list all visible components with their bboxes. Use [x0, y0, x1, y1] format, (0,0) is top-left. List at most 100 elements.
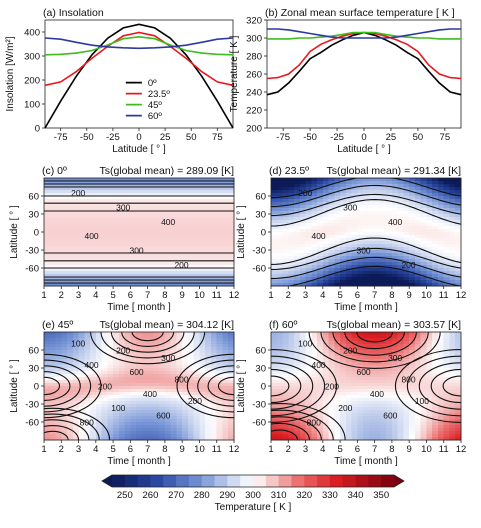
heatmap-cell: [391, 371, 399, 375]
heatmap-cell: [95, 274, 103, 278]
contour-label: 600: [156, 410, 170, 420]
heatmap-cell: [357, 187, 364, 191]
heatmap-cell: [345, 380, 353, 384]
heatmap-cell: [95, 374, 103, 378]
heatmap-cell: [72, 347, 80, 351]
heatmap-cell: [276, 211, 284, 215]
heatmap-cell: [222, 431, 229, 435]
contour-label: 200: [71, 188, 85, 198]
heatmap-cell: [78, 371, 85, 375]
heatmap-cell: [357, 277, 364, 281]
heatmap-cell: [414, 277, 422, 281]
heatmap-cell: [170, 223, 178, 227]
heatmap-cell: [107, 220, 114, 224]
heatmap-cell: [147, 425, 154, 429]
heatmap-cell: [107, 208, 114, 212]
heatmap-cell: [368, 368, 376, 372]
heatmap-cell: [357, 268, 364, 272]
heatmap-cell: [357, 178, 364, 182]
heatmap-cell: [322, 389, 330, 393]
heatmap-cell: [299, 413, 307, 417]
heatmap-cell: [118, 353, 126, 357]
heatmap-cell: [170, 383, 178, 387]
heatmap-cell: [409, 416, 416, 420]
heatmap-cell: [159, 416, 166, 420]
heatmap-cell: [414, 404, 422, 408]
heatmap-cell: [374, 395, 381, 399]
heatmap-cell: [141, 262, 149, 266]
heatmap-cell: [386, 416, 393, 420]
heatmap-cell: [113, 226, 120, 230]
heatmap-cell: [187, 265, 195, 269]
heatmap-cell: [90, 226, 97, 230]
heatmap-cell: [432, 434, 439, 438]
heatmap-cell: [391, 211, 399, 215]
heatmap-cell: [432, 431, 439, 435]
heatmap-cell: [49, 244, 57, 248]
contour-line: [271, 247, 461, 271]
heatmap-cell: [317, 413, 324, 417]
heatmap-cell: [397, 190, 405, 194]
heatmap-cell: [271, 416, 278, 420]
heatmap-cell: [67, 401, 74, 405]
heatmap-cell: [282, 274, 289, 278]
heatmap-cell: [95, 268, 103, 272]
heatmap-cell: [414, 383, 422, 387]
heatmap-cell: [437, 410, 445, 414]
heatmap-cell: [118, 407, 126, 411]
heatmap-cell: [107, 428, 114, 432]
heatmap-cell: [397, 431, 405, 435]
heatmap-cell: [276, 193, 284, 197]
heatmap-cell: [55, 202, 62, 206]
heatmap-cell: [391, 338, 399, 342]
heatmap-cell: [153, 428, 160, 432]
heatmap-cell: [443, 410, 451, 414]
heatmap-cell: [328, 241, 335, 245]
heatmap-cell: [210, 262, 218, 266]
heatmap-cell: [345, 262, 353, 266]
heatmap-cell: [72, 214, 80, 218]
heatmap-cell: [449, 187, 456, 191]
heatmap-cell: [210, 271, 218, 275]
heatmap-cell: [420, 434, 428, 438]
heatmap-cell: [374, 238, 381, 242]
heatmap-cell: [409, 187, 416, 191]
heatmap-cell: [187, 383, 195, 387]
heatmap-cell: [334, 208, 341, 212]
heatmap-cell: [228, 181, 235, 185]
heatmap-cell: [130, 277, 137, 281]
heatmap-cell: [44, 419, 51, 423]
heatmap-cell: [420, 181, 428, 185]
heatmap-cell: [78, 241, 85, 245]
heatmap-cell: [210, 190, 218, 194]
heatmap-cell: [67, 283, 74, 287]
heatmap-cell: [61, 431, 68, 435]
heatmap-cell: [67, 202, 74, 206]
heatmap-cell: [49, 250, 57, 254]
heatmap-cell: [159, 253, 166, 257]
heatmap-cell: [216, 362, 224, 366]
heatmap-cell: [380, 371, 387, 375]
heatmap-cell: [357, 250, 364, 254]
heatmap-cell: [414, 220, 422, 224]
heatmap-cell: [317, 353, 324, 357]
heatmap-cell: [210, 434, 218, 438]
heatmap-cell: [95, 371, 103, 375]
heatmap-cell: [317, 401, 324, 405]
heatmap-cell: [380, 437, 387, 441]
heatmap-cell: [432, 371, 439, 375]
heatmap-cell: [159, 199, 166, 203]
heatmap-cell: [305, 359, 312, 363]
heatmap-cell: [391, 277, 399, 281]
heatmap-cell: [368, 283, 376, 287]
heatmap-cell: [374, 283, 381, 287]
heatmap-cell: [44, 217, 51, 221]
heatmap-cell: [199, 235, 206, 239]
heatmap-cell: [351, 410, 358, 414]
heatmap-cell: [187, 283, 195, 287]
heatmap-cell: [432, 353, 439, 357]
heatmap-cell: [449, 350, 456, 354]
heatmap-cell: [205, 419, 212, 423]
heatmap-cell: [426, 181, 433, 185]
